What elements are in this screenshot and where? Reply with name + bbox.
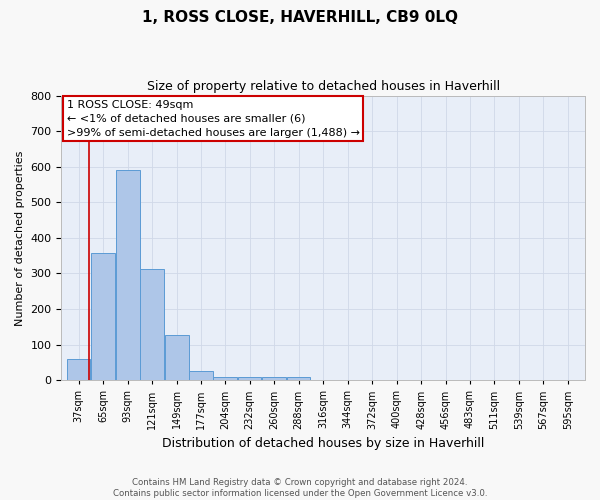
Bar: [287, 376, 310, 380]
Bar: [67, 359, 91, 380]
Title: Size of property relative to detached houses in Haverhill: Size of property relative to detached ho…: [146, 80, 500, 93]
Bar: [190, 372, 213, 380]
Y-axis label: Number of detached properties: Number of detached properties: [15, 150, 25, 326]
Text: Contains HM Land Registry data © Crown copyright and database right 2024.
Contai: Contains HM Land Registry data © Crown c…: [113, 478, 487, 498]
Text: 1 ROSS CLOSE: 49sqm
← <1% of detached houses are smaller (6)
>99% of semi-detach: 1 ROSS CLOSE: 49sqm ← <1% of detached ho…: [67, 100, 359, 138]
X-axis label: Distribution of detached houses by size in Haverhill: Distribution of detached houses by size …: [162, 437, 484, 450]
Bar: [213, 376, 237, 380]
Bar: [165, 334, 188, 380]
Bar: [238, 377, 262, 380]
Bar: [262, 377, 286, 380]
Bar: [140, 269, 164, 380]
Text: 1, ROSS CLOSE, HAVERHILL, CB9 0LQ: 1, ROSS CLOSE, HAVERHILL, CB9 0LQ: [142, 10, 458, 25]
Bar: [116, 170, 140, 380]
Bar: [91, 253, 115, 380]
